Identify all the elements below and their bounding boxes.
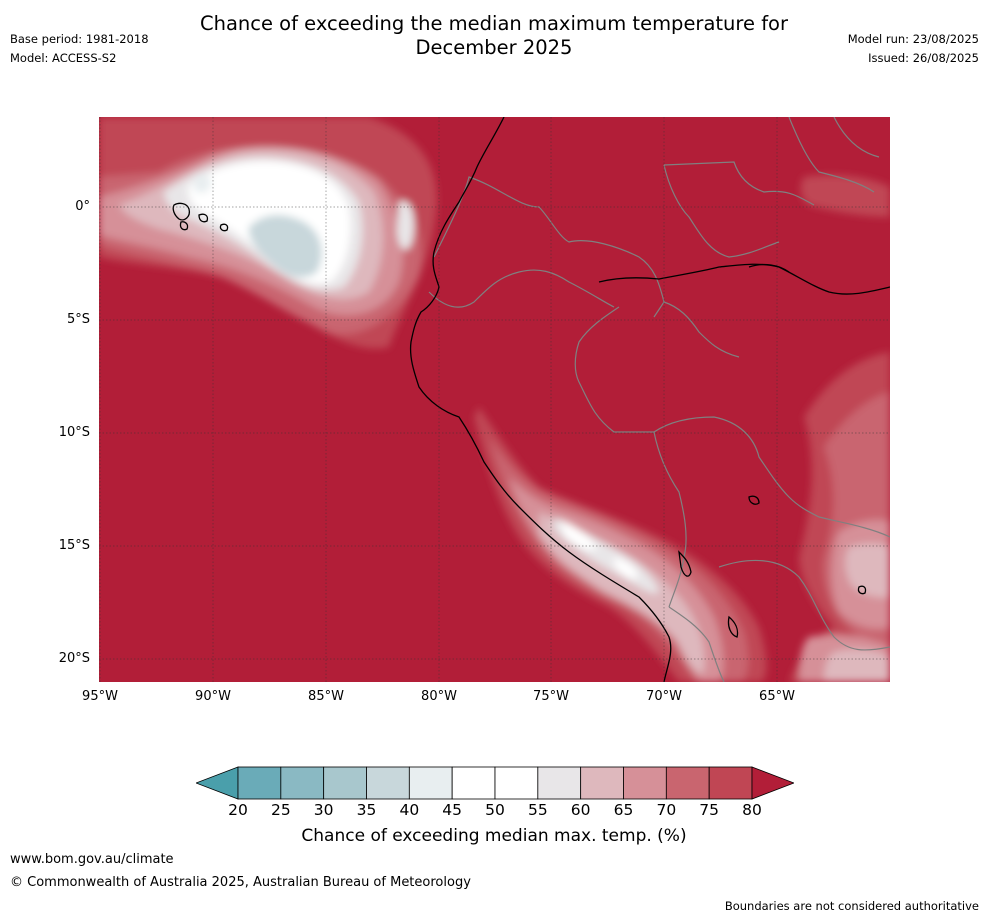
issued-date: Issued: 26/08/2025 [868,51,979,65]
andes-anomaly-region [474,407,767,682]
colorbar-tick-label: 25 [270,801,291,819]
footer-disclaimer: Boundaries are not considered authoritat… [724,899,979,913]
colorbar-extend-low [196,766,239,800]
lon-label-85w: 85°W [308,689,344,704]
colorbar-segment [623,766,667,800]
lat-label-0: 0° [75,199,90,214]
lon-label-70w: 70°W [646,689,682,704]
colorbar-tick-label: 20 [228,801,248,819]
colorbar-segment [323,766,367,800]
title-line-1: Chance of exceeding the median maximum t… [199,12,789,35]
colorbar-tick-label: 45 [442,801,463,819]
meta-left: Base period: 1981-2018 Model: ACCESS-S2 [10,32,149,70]
coastlines [172,117,890,682]
footer-url[interactable]: www.bom.gov.au/climate [10,852,174,867]
colorbar-tick-label: 70 [656,801,677,819]
lon-label-75w: 75°W [533,689,569,704]
colorbar-segment [451,766,496,800]
colorbar-tick-label: 40 [399,801,420,819]
colorbar-extend-high [751,766,794,800]
map-title: Chance of exceeding the median maximum t… [0,12,988,60]
colorbar-segment [408,766,453,800]
colorbar-label: Chance of exceeding median max. temp. (%… [301,826,687,846]
base-period: Base period: 1981-2018 [10,32,149,46]
colorbar-segment [494,766,539,800]
colorbar-segment [237,766,282,800]
lon-label-90w: 90°W [195,689,231,704]
lat-label-15s: 15°S [58,538,90,553]
colorbar [196,766,794,800]
meta-right: Model run: 23/08/2025 Issued: 26/08/2025 [848,32,979,70]
title-line-2: December 2025 [415,36,573,59]
country-borders [428,117,890,682]
colorbar-segment [366,766,410,800]
colorbar-segment [537,766,582,800]
lon-label-80w: 80°W [421,689,457,704]
lat-label-20s: 20°S [58,651,90,666]
brazil-anomaly-region [789,175,890,682]
colorbar-tick-label: 80 [742,801,762,819]
colorbar-segment [280,766,325,800]
colorbar-segment [665,766,710,800]
lon-label-65w: 65°W [759,689,795,704]
colorbar-tick-label: 55 [527,801,548,819]
lat-label-5s: 5°S [66,312,90,327]
colorbar-tick-label: 35 [356,801,377,819]
forecast-map [99,117,890,682]
lat-label-10s: 10°S [58,425,90,440]
lon-label-95w: 95°W [82,689,118,704]
colorbar-tick-label: 50 [485,801,505,819]
colorbar-tick-label: 30 [313,801,334,819]
footer-copyright: © Commonwealth of Australia 2025, Austra… [10,875,471,890]
colorbar-segment [708,766,753,800]
colorbar-tick-label: 75 [699,801,720,819]
colorbar-tick-label: 60 [570,801,591,819]
model-name: Model: ACCESS-S2 [10,51,117,65]
pacific-anomaly-region [99,117,437,349]
gridlines [99,117,890,682]
model-run: Model run: 23/08/2025 [847,32,979,46]
colorbar-tick-label: 65 [613,801,634,819]
colorbar-segment [580,766,624,800]
